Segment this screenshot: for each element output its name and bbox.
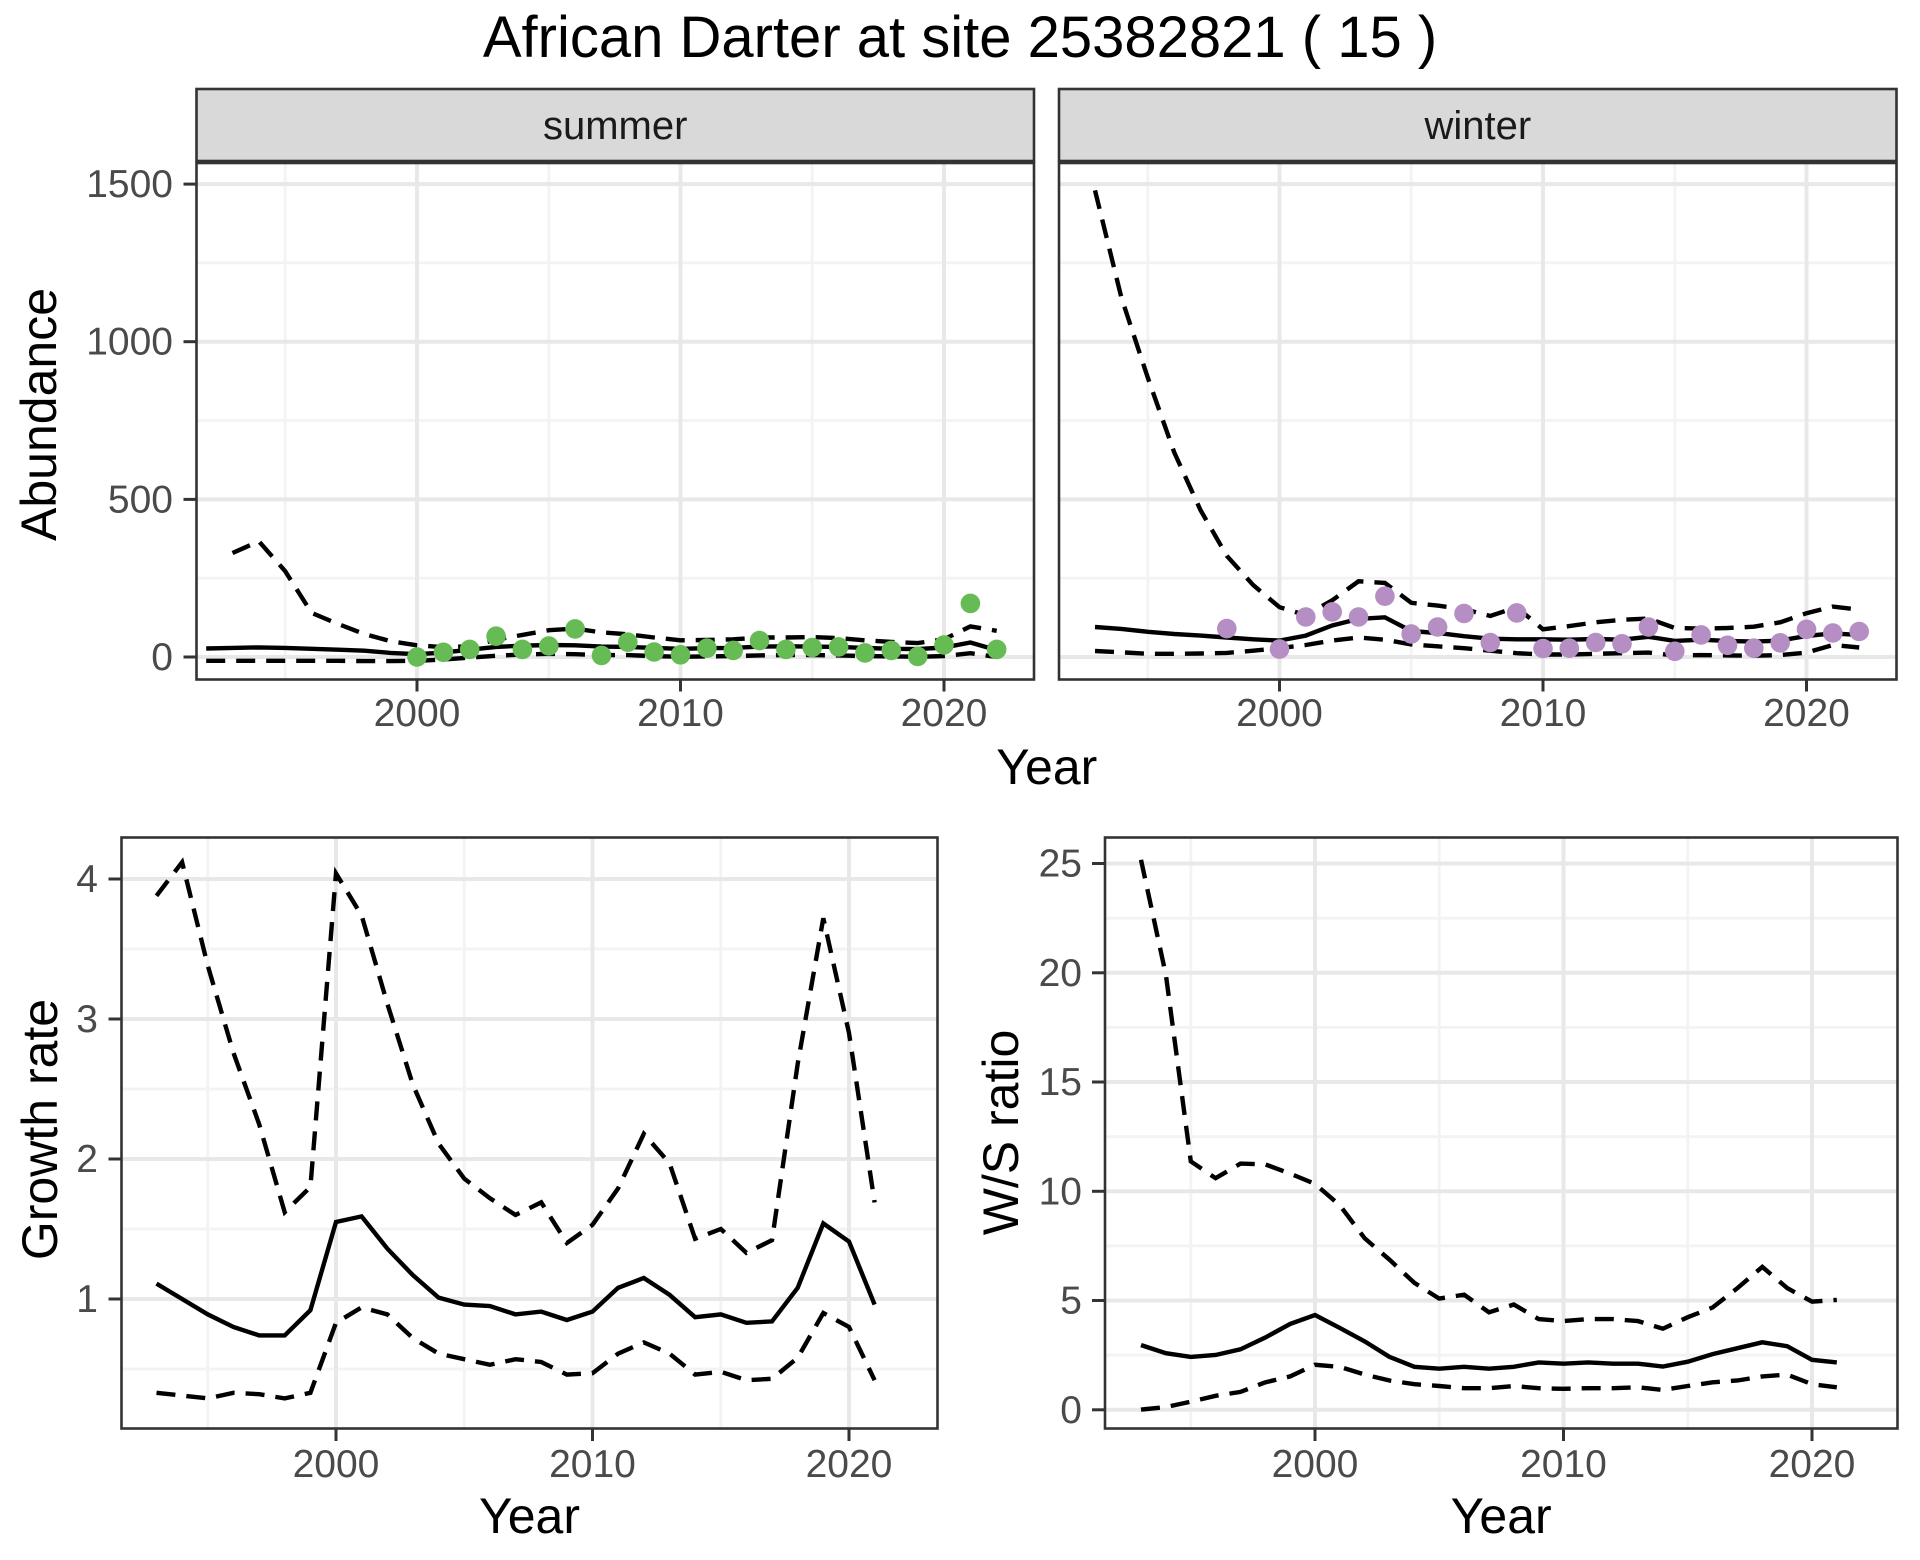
svg-text:Year: Year (1451, 1488, 1552, 1544)
svg-text:2010: 2010 (637, 692, 724, 735)
svg-text:2000: 2000 (293, 1443, 380, 1486)
svg-text:500: 500 (108, 478, 173, 521)
svg-text:25: 25 (1039, 843, 1082, 886)
svg-text:2000: 2000 (374, 692, 461, 735)
svg-text:2: 2 (76, 1138, 98, 1181)
svg-text:2020: 2020 (901, 692, 988, 735)
svg-text:0: 0 (1060, 1389, 1082, 1432)
svg-text:2010: 2010 (549, 1443, 636, 1486)
svg-text:10: 10 (1039, 1170, 1082, 1213)
svg-text:summer: summer (543, 104, 687, 148)
svg-text:2010: 2010 (1520, 1443, 1607, 1486)
svg-text:4: 4 (76, 858, 98, 901)
svg-text:Abundance: Abundance (11, 288, 67, 541)
svg-text:W/S ratio: W/S ratio (973, 1030, 1029, 1236)
svg-text:1000: 1000 (86, 321, 173, 364)
svg-text:2000: 2000 (1272, 1443, 1359, 1486)
svg-text:Growth rate: Growth rate (12, 999, 68, 1260)
svg-text:3: 3 (76, 998, 98, 1041)
svg-text:2000: 2000 (1236, 692, 1323, 735)
svg-text:5: 5 (1060, 1280, 1082, 1323)
svg-text:Year: Year (479, 1488, 580, 1544)
svg-text:2020: 2020 (1769, 1443, 1856, 1486)
svg-text:2020: 2020 (1763, 692, 1850, 735)
svg-text:winter: winter (1423, 104, 1531, 148)
svg-text:2010: 2010 (1500, 692, 1587, 735)
svg-text:0: 0 (151, 636, 173, 679)
svg-text:15: 15 (1039, 1061, 1082, 1104)
svg-text:Year: Year (996, 739, 1097, 795)
svg-text:20: 20 (1039, 952, 1082, 995)
svg-text:African Darter at site 2538282: African Darter at site 25382821 ( 15 ) (483, 5, 1437, 70)
svg-text:1: 1 (76, 1278, 98, 1321)
svg-text:1500: 1500 (86, 163, 173, 206)
svg-text:2020: 2020 (806, 1443, 893, 1486)
